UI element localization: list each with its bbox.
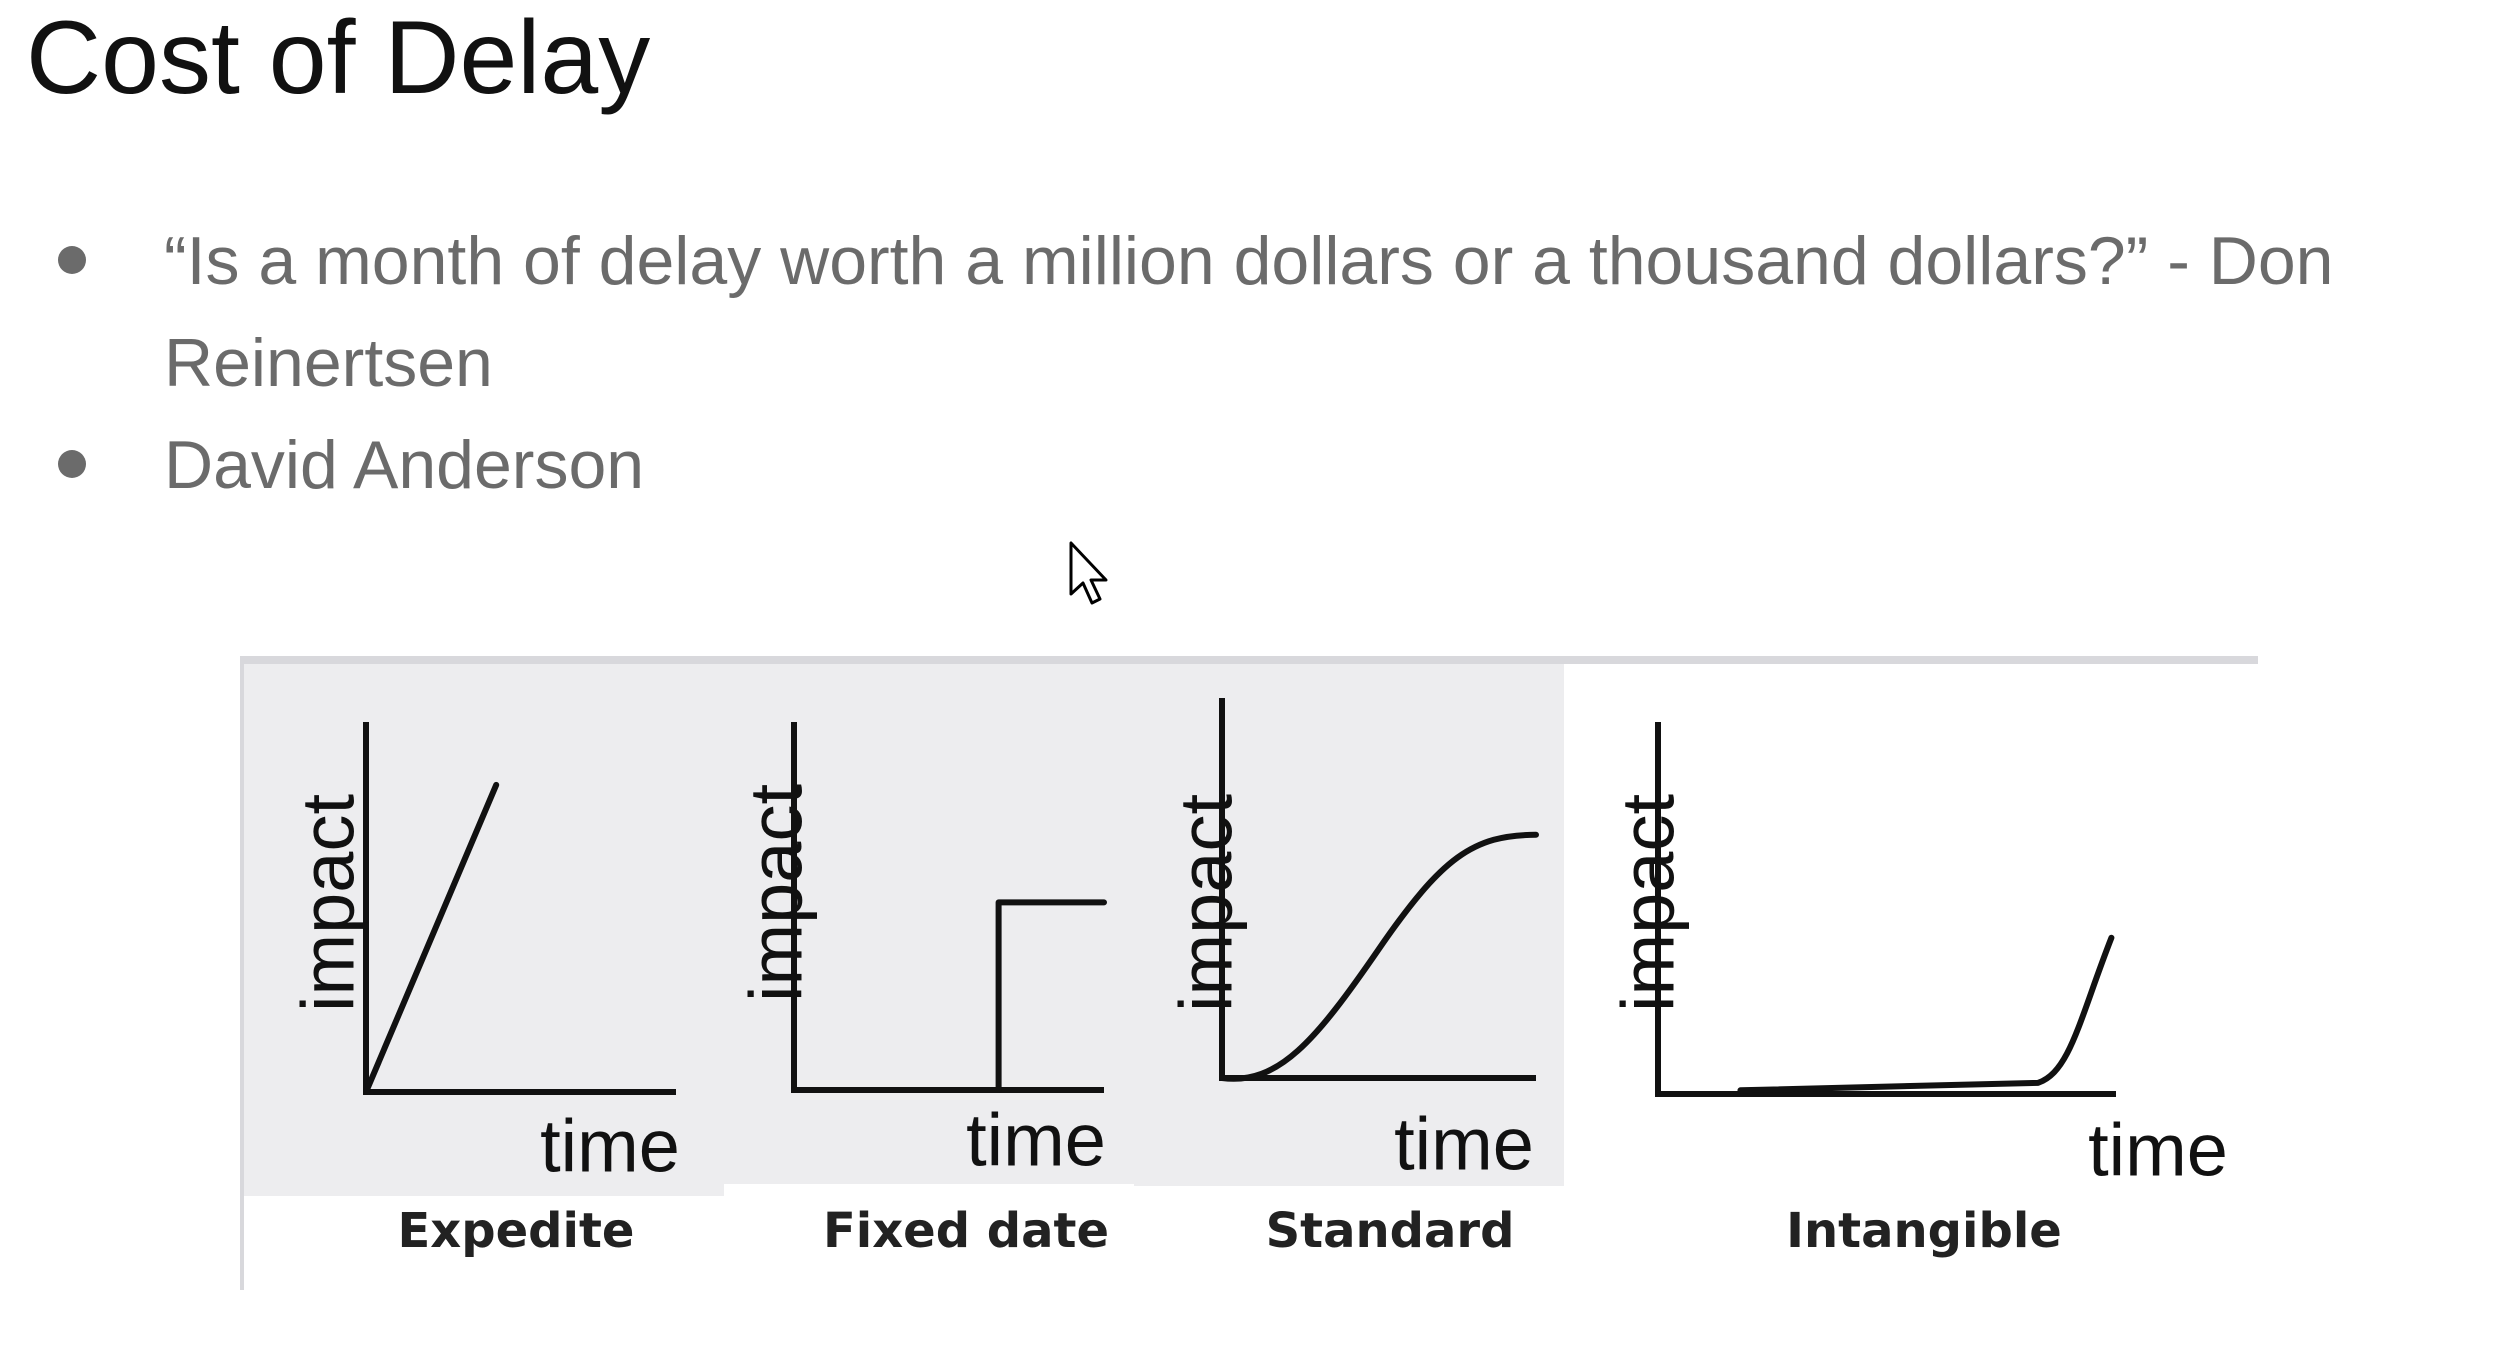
bullet-item-quote: “Is a month of delay worth a million dol… — [164, 223, 2334, 401]
bullet-item-author: David Anderson — [164, 427, 645, 503]
panel-caption: Fixed date — [823, 1203, 1109, 1259]
panel-background — [1134, 664, 1564, 1186]
panel-background — [724, 664, 1174, 1184]
panel-x-label: time — [966, 1099, 1106, 1182]
panel-y-label: impact — [1607, 794, 1690, 1012]
panel-curve — [791, 899, 1107, 1093]
panel-y-label: impact — [287, 794, 370, 1012]
diagram-canvas: impact time Expedite impact time Fixed date im… — [244, 664, 2228, 1259]
bullet-dot-icon — [58, 450, 86, 478]
cost-of-delay-diagram: impact time Expedite impact time Fixed date im… — [240, 656, 2258, 1290]
panel-x-label: time — [540, 1105, 680, 1188]
figure-border — [240, 656, 244, 1290]
panel-curve — [363, 781, 500, 1095]
panel-curve — [1219, 831, 1539, 1082]
mouse-pointer-icon — [1069, 541, 1108, 605]
panel-curve — [1737, 934, 2115, 1094]
panel-x-label: time — [2088, 1109, 2228, 1192]
panel-y-label: impact — [735, 784, 818, 1002]
bullet-dot-icon — [58, 246, 86, 274]
figure-border — [240, 656, 2258, 664]
panel-x-label: time — [1394, 1103, 1534, 1186]
slide-title: Cost of Delay — [26, 0, 651, 116]
panel-caption: Expedite — [398, 1203, 635, 1259]
panel-caption: Intangible — [1786, 1203, 2062, 1259]
panel-caption: Standard — [1266, 1203, 1515, 1259]
panel-y-label: impact — [1165, 794, 1248, 1012]
panel-background — [244, 664, 724, 1196]
panel-axes — [1655, 722, 2116, 1097]
